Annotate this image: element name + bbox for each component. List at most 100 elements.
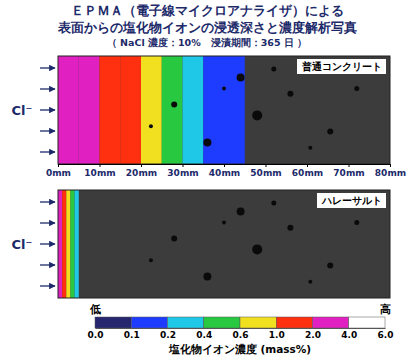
tick-mark xyxy=(58,164,59,167)
arrow xyxy=(40,151,55,152)
tick-label: 80mm xyxy=(375,168,406,178)
tick-label: 6.0 xyxy=(378,330,394,340)
void xyxy=(237,208,245,216)
tick: 0.0 xyxy=(88,328,104,340)
colorbar-segment xyxy=(240,317,276,328)
tick-mark xyxy=(349,164,350,167)
tick-label: 4.0 xyxy=(341,330,357,340)
cell xyxy=(79,56,100,164)
arrow xyxy=(40,222,55,223)
void xyxy=(287,225,293,231)
void xyxy=(271,66,276,71)
tick-mark xyxy=(183,164,184,167)
cell xyxy=(58,190,62,298)
void xyxy=(203,272,211,280)
tick-label: 30mm xyxy=(167,168,198,178)
tick-mark xyxy=(141,164,142,167)
cell xyxy=(58,56,79,164)
void xyxy=(271,200,276,205)
colorbar: 0.00.10.20.40.61.02.04.06.0低高塩化物イオン濃度 (m… xyxy=(88,303,394,355)
panel-background xyxy=(58,56,390,164)
colorbar-segment xyxy=(276,317,312,328)
cell xyxy=(141,56,162,164)
colorbar-segment xyxy=(349,317,385,328)
arrow xyxy=(40,88,55,89)
tick: 2.0 xyxy=(305,328,321,340)
tick: 0.4 xyxy=(196,328,212,340)
tick: 0.2 xyxy=(160,328,176,340)
arrow xyxy=(40,201,55,202)
void xyxy=(308,280,312,284)
axis-line xyxy=(59,165,391,168)
tick-label: 0.1 xyxy=(124,330,140,340)
void xyxy=(287,91,293,97)
tick: 40mm xyxy=(209,164,240,178)
tick: 30mm xyxy=(167,164,198,178)
cell xyxy=(162,56,183,164)
frame xyxy=(58,56,390,164)
frame xyxy=(58,190,390,298)
void xyxy=(308,146,312,150)
title: ＥＰＭＡ（電子線マイクロアナライザ）による xyxy=(71,3,344,18)
tick-label: 70mm xyxy=(333,168,364,178)
colorbar-segment xyxy=(168,317,204,328)
colorbar-segment xyxy=(313,317,349,328)
tick: 50mm xyxy=(250,164,281,178)
tick: 80mm xyxy=(375,164,406,178)
cell xyxy=(70,190,74,298)
void xyxy=(252,110,262,120)
tick: 0.6 xyxy=(233,328,249,340)
tick: 0mm xyxy=(46,164,71,178)
void xyxy=(354,220,359,225)
tick-label: 20mm xyxy=(126,168,157,178)
arrow xyxy=(40,109,55,110)
y-label: Cl⁻ xyxy=(12,103,33,118)
tick: 4.0 xyxy=(341,328,357,340)
tick-mark xyxy=(266,164,267,167)
tick-label: 50mm xyxy=(250,168,281,178)
tick-label: 40mm xyxy=(209,168,240,178)
panel: 普通コンクリートCl⁻0mm10mm20mm30mm40mm50mm60mm70… xyxy=(12,56,407,178)
cell xyxy=(100,56,121,164)
void xyxy=(354,86,359,91)
cell xyxy=(224,56,245,164)
colorbar-axis: 0.0 0.1 0.2 0.4 0.6 1.0 2.0 4.0 6.0 xyxy=(88,328,394,340)
tick-label: 0.4 xyxy=(196,330,212,340)
tick-label: 10mm xyxy=(84,168,115,178)
colorbar-segment xyxy=(131,317,167,328)
void xyxy=(203,138,211,146)
void xyxy=(171,102,177,108)
subtitle: 表面からの塩化物イオンの浸透深さと濃度解析写真 xyxy=(57,20,357,35)
tick: 0.1 xyxy=(124,328,140,340)
axis-line xyxy=(96,328,386,329)
void xyxy=(237,74,245,82)
cell xyxy=(183,56,204,164)
tick-label: 0.6 xyxy=(233,330,249,340)
colorbar-segment xyxy=(204,317,240,328)
void xyxy=(222,220,226,224)
tick-mark xyxy=(390,164,391,167)
void xyxy=(327,263,333,269)
arrow xyxy=(40,264,55,265)
cell xyxy=(203,56,224,164)
tick-label: 0.2 xyxy=(160,330,176,340)
void xyxy=(327,129,333,135)
tick: 1.0 xyxy=(269,328,285,340)
tick-mark xyxy=(100,164,101,167)
tick: 20mm xyxy=(126,164,157,178)
y-label: Cl⁻ xyxy=(12,237,33,252)
x-axis: 0mm10mm20mm30mm40mm50mm60mm70mm80mm xyxy=(46,164,406,178)
panel: ハレーサルト Cl⁻ xyxy=(12,190,390,298)
void xyxy=(171,236,177,242)
cell xyxy=(62,190,66,298)
cell xyxy=(66,190,70,298)
tick-mark xyxy=(307,164,308,167)
void xyxy=(252,244,262,254)
panel-title: ハレーサルト xyxy=(321,195,382,206)
panel-title-box xyxy=(297,59,386,74)
void xyxy=(222,86,226,90)
colorbar-title: 塩化物イオン濃度 (mass%) xyxy=(168,343,311,355)
tick-label: 0mm xyxy=(46,168,71,178)
note: （ NaCl 濃度：10% 浸漬期間：365 日 ） xyxy=(107,37,307,48)
cell xyxy=(75,190,79,298)
